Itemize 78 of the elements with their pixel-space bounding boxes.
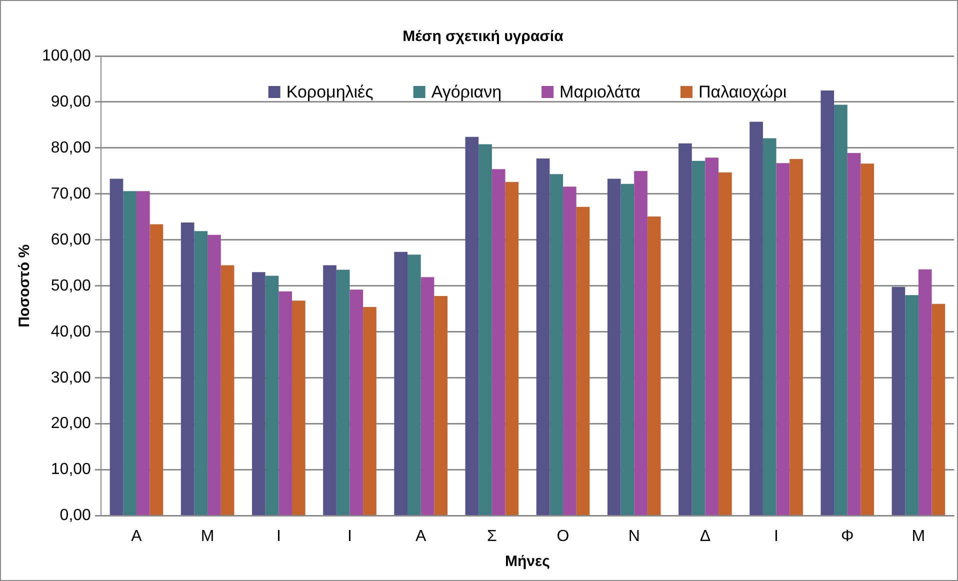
bar <box>576 206 590 516</box>
y-tick-label: 80,00 <box>50 139 92 156</box>
x-tick-label: Ι <box>774 528 779 545</box>
y-tick-label: 50,00 <box>50 277 92 294</box>
bar <box>252 272 266 516</box>
bar <box>647 216 661 516</box>
y-tick-label: 30,00 <box>50 369 92 386</box>
bar <box>292 300 306 516</box>
bar <box>536 158 550 516</box>
x-tick-label: Ν <box>628 528 640 545</box>
chart-title: Μέση σχετική υγρασία <box>402 28 564 46</box>
bar <box>892 286 906 516</box>
bar <box>905 295 918 516</box>
bar <box>478 144 492 516</box>
bar <box>607 178 621 516</box>
bar <box>180 222 194 516</box>
bar <box>705 158 719 516</box>
bar <box>563 186 576 516</box>
y-tick-label: 70,00 <box>50 185 92 202</box>
bar <box>150 224 164 516</box>
bar <box>718 172 732 516</box>
bar <box>918 269 932 516</box>
bar <box>692 160 706 516</box>
bar <box>505 182 519 516</box>
bar <box>110 178 124 516</box>
x-tick-label: Μ <box>200 528 214 545</box>
bar <box>363 307 376 516</box>
bar <box>220 265 234 516</box>
y-tick-label: 100,00 <box>42 47 92 64</box>
bar <box>336 270 350 516</box>
bar <box>394 252 408 516</box>
bar <box>208 234 221 516</box>
y-tick-label: 40,00 <box>50 323 92 340</box>
x-tick-label: Μ <box>912 528 926 545</box>
legend-label: Μαριολάτα <box>560 82 641 102</box>
bar <box>678 143 692 516</box>
bar <box>465 136 479 516</box>
bar <box>408 254 421 516</box>
bar <box>136 191 150 516</box>
bar <box>434 296 448 516</box>
x-tick-label: Ο <box>556 528 570 545</box>
x-axis-title: Μήνες <box>505 553 550 570</box>
bar <box>834 104 848 516</box>
y-axis-title: Ποσοστό % <box>16 244 34 328</box>
bar <box>860 164 874 516</box>
bar <box>620 184 634 516</box>
y-tick-label: 0,00 <box>60 507 92 524</box>
bar <box>350 290 364 516</box>
legend-label: Αγόριανη <box>431 82 502 102</box>
bar <box>750 122 763 516</box>
bar <box>847 153 861 516</box>
bar <box>790 158 803 516</box>
x-tick-label: Δ <box>700 528 711 545</box>
x-tick-label: Α <box>416 528 426 545</box>
bar <box>278 291 292 516</box>
bar <box>820 90 834 516</box>
bar <box>123 191 136 516</box>
x-tick-label: Φ <box>840 528 854 545</box>
y-tick-label: 20,00 <box>50 415 92 432</box>
bar <box>550 174 564 516</box>
bar <box>194 231 208 516</box>
x-tick-label: Ι <box>276 528 281 545</box>
legend-label: Παλαιοχώρι <box>698 82 787 102</box>
x-tick-label: Α <box>131 528 142 545</box>
bar <box>762 138 776 516</box>
bar <box>265 276 279 516</box>
legend-label: Κορομηλιές <box>286 82 374 102</box>
x-tick-label: Ι <box>348 528 352 545</box>
bar <box>420 277 434 516</box>
bar <box>776 163 790 516</box>
y-tick-label: 60,00 <box>50 231 92 248</box>
x-tick-label: Σ <box>486 528 497 545</box>
bar <box>634 170 648 516</box>
y-tick-label: 90,00 <box>50 93 92 110</box>
bar <box>932 304 946 516</box>
y-tick-label: 10,00 <box>50 461 92 478</box>
bar <box>492 169 506 516</box>
bar <box>323 265 336 516</box>
